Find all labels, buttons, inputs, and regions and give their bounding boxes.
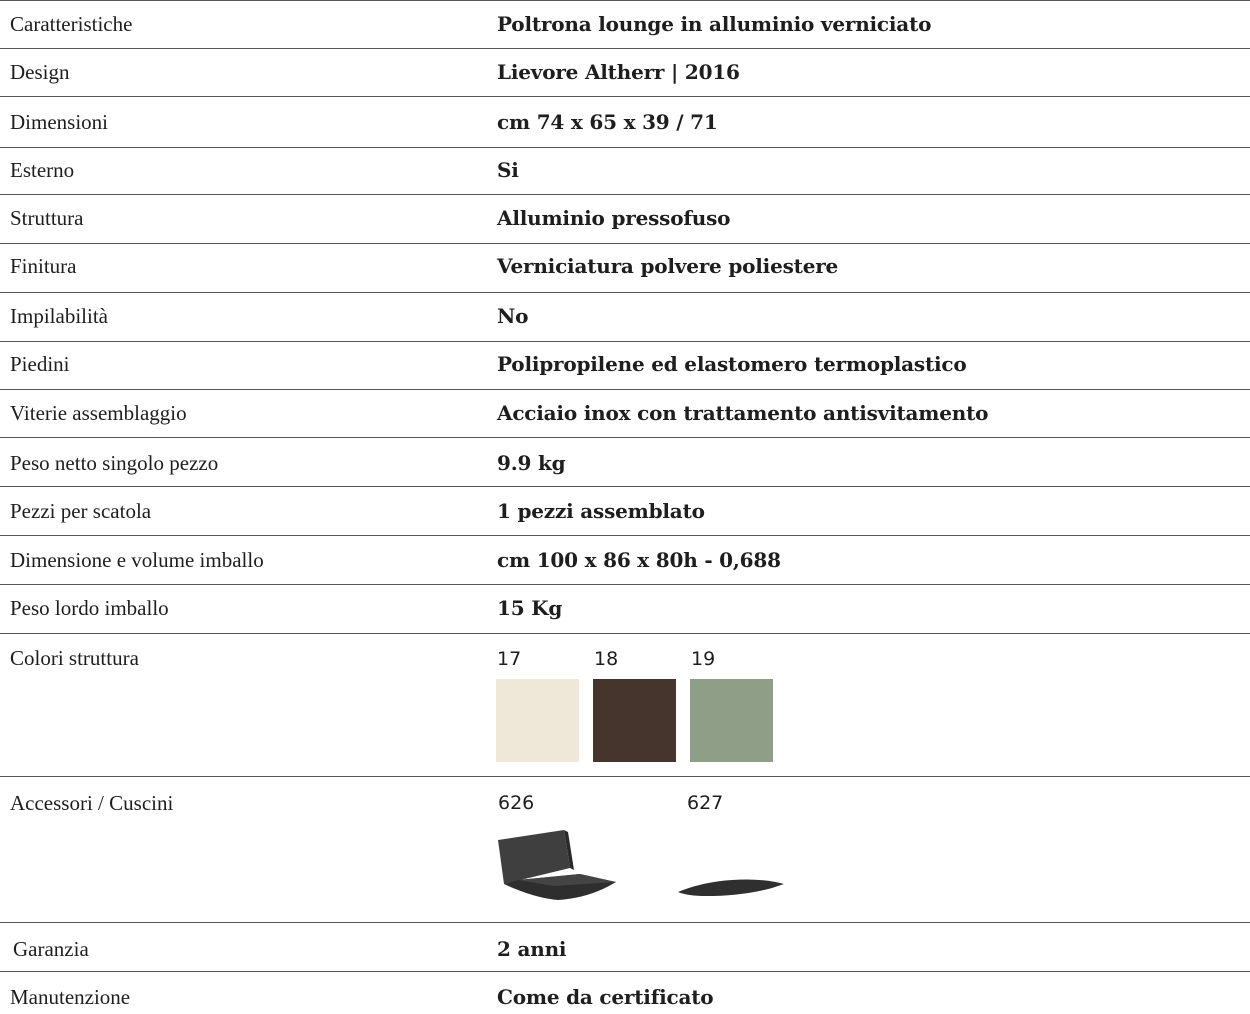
spec-value: Come da certificato	[497, 985, 714, 1009]
spec-value: Lievore Altherr | 2016	[497, 60, 740, 84]
spec-label: Garanzia	[13, 937, 89, 961]
row-divider	[0, 147, 1250, 148]
row-divider	[0, 971, 1250, 972]
spec-label: Colori struttura	[10, 646, 139, 670]
spec-label: Pezzi per scatola	[10, 499, 152, 523]
row-divider	[0, 633, 1250, 634]
row-divider	[0, 535, 1250, 536]
spec-label: Struttura	[10, 206, 84, 230]
spec-value: Polipropilene ed elastomero termoplastic…	[497, 352, 967, 376]
row-divider	[0, 584, 1250, 585]
spec-row-colori: Colori struttura 17 18 19	[0, 633, 1250, 776]
swatch-code: 19	[691, 648, 716, 670]
row-divider	[0, 389, 1250, 390]
spec-value: 9.9 kg	[497, 451, 566, 475]
row-divider	[0, 776, 1250, 777]
spec-value: Si	[497, 158, 519, 182]
spec-label: Esterno	[10, 158, 75, 182]
row-divider	[0, 341, 1250, 342]
spec-value: cm 74 x 65 x 39 / 71	[497, 110, 718, 134]
color-swatch-17[interactable]	[496, 679, 579, 762]
spec-label: Dimensione e volume imballo	[10, 548, 264, 572]
row-divider	[0, 0, 1250, 1]
row-divider	[0, 437, 1250, 438]
row-divider	[0, 922, 1250, 923]
swatch-code: 17	[497, 648, 522, 670]
row-divider	[0, 243, 1250, 244]
spec-label: Impilabilità	[10, 304, 108, 328]
spec-value: Alluminio pressofuso	[497, 206, 731, 230]
spec-label: Piedini	[10, 352, 70, 376]
spec-label: Design	[10, 60, 70, 84]
spec-label: Accessori / Cuscini	[10, 791, 174, 815]
swatch-code: 18	[594, 648, 619, 670]
spec-value: 1 pezzi assemblato	[497, 499, 705, 523]
spec-label: Viterie assemblaggio	[10, 401, 187, 425]
spec-value: 15 Kg	[497, 596, 563, 620]
spec-label: Dimensioni	[10, 110, 108, 134]
accessory-code: 627	[687, 792, 724, 814]
row-divider	[0, 96, 1250, 97]
seat-back-cushion-icon[interactable]	[494, 826, 620, 904]
accessory-code: 626	[498, 792, 535, 814]
color-swatch-18[interactable]	[593, 679, 676, 762]
spec-value: No	[497, 304, 529, 328]
spec-value: cm 100 x 86 x 80h - 0,688	[497, 548, 781, 572]
spec-row-accessori: Accessori / Cuscini 626 627	[0, 776, 1250, 922]
spec-label: Manutenzione	[10, 985, 131, 1009]
row-divider	[0, 194, 1250, 195]
row-divider	[0, 48, 1250, 49]
spec-value: Poltrona lounge in alluminio verniciato	[497, 12, 932, 36]
row-divider	[0, 486, 1250, 487]
spec-value: Verniciatura polvere poliestere	[497, 254, 839, 278]
spec-label: Peso lordo imballo	[10, 596, 169, 620]
seat-cushion-icon[interactable]	[676, 874, 788, 898]
spec-value: Acciaio inox con trattamento antisvitame…	[497, 401, 989, 425]
spec-label: Finitura	[10, 254, 77, 278]
spec-label: Peso netto singolo pezzo	[10, 451, 219, 475]
row-divider	[0, 292, 1250, 293]
color-swatch-19[interactable]	[690, 679, 773, 762]
spec-label: Caratteristiche	[10, 12, 133, 36]
spec-value: 2 anni	[497, 937, 567, 961]
